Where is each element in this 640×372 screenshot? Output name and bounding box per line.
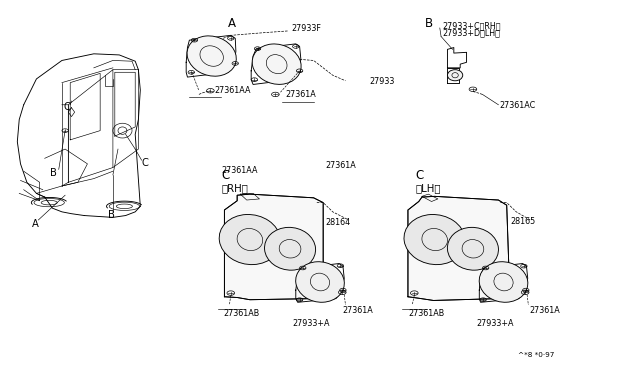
Text: A: A [228, 17, 236, 30]
Ellipse shape [404, 215, 465, 264]
Text: B: B [51, 168, 58, 178]
Text: 27933+C〈RH〉: 27933+C〈RH〉 [442, 21, 501, 30]
Text: 27361AB: 27361AB [223, 309, 259, 318]
Ellipse shape [447, 227, 499, 270]
Text: 27933+A: 27933+A [292, 318, 330, 328]
Text: 27361A: 27361A [325, 161, 356, 170]
Text: 27361A: 27361A [529, 307, 560, 315]
Ellipse shape [264, 227, 316, 270]
Text: 27361A: 27361A [342, 307, 373, 315]
Text: 27933+D〈LH〉: 27933+D〈LH〉 [442, 28, 500, 37]
Text: 27361AA: 27361AA [215, 86, 252, 95]
Ellipse shape [479, 262, 528, 302]
Text: B: B [425, 17, 433, 30]
Ellipse shape [447, 70, 463, 81]
Text: 27361AA: 27361AA [221, 166, 258, 175]
Ellipse shape [220, 215, 280, 264]
Polygon shape [225, 194, 323, 300]
Text: C: C [221, 169, 230, 182]
Text: ^*8 *0·97: ^*8 *0·97 [518, 352, 554, 357]
Text: 27933: 27933 [370, 77, 395, 86]
Ellipse shape [252, 44, 301, 84]
Text: A: A [32, 219, 39, 229]
Text: C: C [415, 169, 424, 182]
Polygon shape [408, 196, 510, 301]
Text: 28164: 28164 [325, 218, 350, 227]
Ellipse shape [187, 36, 236, 76]
Text: 27933+A: 27933+A [476, 318, 514, 328]
Text: C: C [64, 102, 70, 112]
Text: 27361AC: 27361AC [500, 101, 536, 110]
Text: 28165: 28165 [510, 217, 535, 226]
Text: 〈LH〉: 〈LH〉 [415, 183, 441, 193]
Text: 〈RH〉: 〈RH〉 [221, 183, 248, 193]
Text: 27933F: 27933F [291, 24, 321, 33]
Ellipse shape [296, 262, 344, 302]
Text: B: B [108, 211, 115, 221]
Text: 27361AB: 27361AB [408, 309, 444, 318]
Text: C: C [141, 158, 148, 168]
Text: 27361A: 27361A [285, 90, 316, 99]
